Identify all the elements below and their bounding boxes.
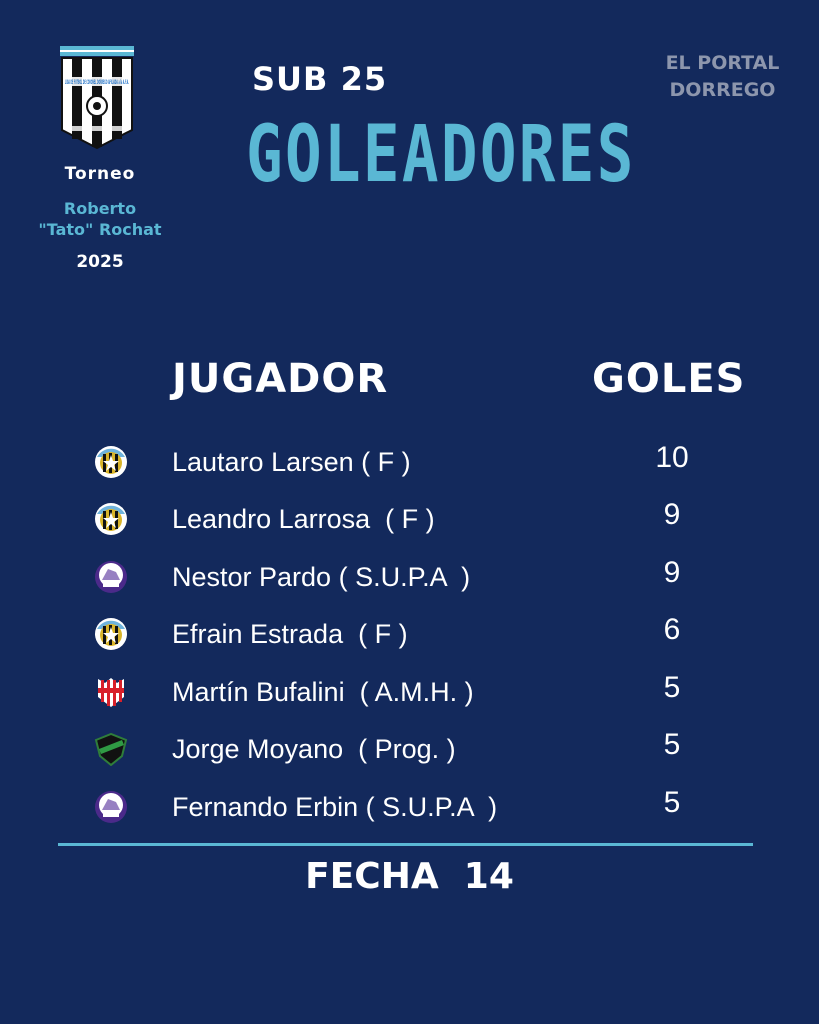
league-logo-text: LIGA DE FUTBOL DE CORONEL DORREGO AFILIA… — [65, 79, 129, 86]
player-name: Lautaro Larsen ( F ) — [172, 447, 411, 477]
player-name: Nestor Pardo ( S.U.P.A ) — [172, 562, 471, 592]
player-name: Efrain Estrada ( F ) — [172, 619, 408, 649]
table-row: Jorge Moyano ( Prog. ) 5 — [0, 728, 819, 782]
player-name: Fernando Erbin ( S.U.P.A ) — [172, 792, 498, 822]
tournament-name-line2: "Tato" Rochat — [38, 220, 162, 239]
divider — [58, 843, 753, 846]
amh-crest-icon — [98, 678, 124, 707]
league-logo: LIGA DE FUTBOL DE CORONEL DORREGO AFILIA… — [60, 46, 134, 150]
column-header-player: JUGADOR — [172, 356, 389, 402]
goals-count: 9 — [663, 556, 681, 589]
table-row: Nestor Pardo ( S.U.P.A ) 9 — [0, 556, 819, 610]
goals-count: 10 — [655, 441, 689, 474]
player-name: Leandro Larrosa ( F ) — [172, 504, 435, 534]
matchday: FECHA 14 — [305, 856, 514, 897]
table-row: Martín Bufalini ( A.M.H. ) 5 — [0, 671, 819, 725]
category: SUB 25 — [252, 60, 388, 98]
goals-count: 5 — [663, 671, 681, 704]
goals-count: 5 — [663, 728, 681, 761]
goals-count: 6 — [663, 613, 681, 646]
table-row: Efrain Estrada ( F ) 6 — [0, 613, 819, 667]
player-name: Martín Bufalini ( A.M.H. ) — [172, 677, 474, 707]
table-row: Lautaro Larsen ( F ) 10 — [0, 441, 819, 495]
table-row: Leandro Larrosa ( F ) 9 — [0, 498, 819, 552]
goals-count: 5 — [663, 786, 681, 819]
year: 2025 — [76, 252, 124, 272]
column-header-goals: GOLES — [592, 356, 746, 402]
supa-crest-icon — [95, 561, 127, 593]
tournament-name: Roberto "Tato" Rochat — [20, 198, 180, 240]
player-name: Jorge Moyano ( Prog. ) — [172, 734, 456, 764]
page-title: GOLEADORES — [246, 110, 636, 200]
fortin-crest-icon — [95, 503, 127, 535]
progreso-crest-icon — [94, 732, 128, 766]
brand-line2: DORREGO — [669, 79, 776, 101]
tournament-label: Torneo — [64, 164, 136, 184]
brand: EL PORTAL DORREGO — [650, 50, 795, 104]
goals-count: 9 — [663, 498, 681, 531]
supa-crest-icon — [95, 791, 127, 823]
brand-line1: EL PORTAL — [665, 52, 780, 74]
tournament-name-line1: Roberto — [63, 199, 137, 218]
table-row: Fernando Erbin ( S.U.P.A ) 5 — [0, 786, 819, 840]
fortin-crest-icon — [95, 446, 127, 478]
fortin-crest-icon — [95, 618, 127, 650]
